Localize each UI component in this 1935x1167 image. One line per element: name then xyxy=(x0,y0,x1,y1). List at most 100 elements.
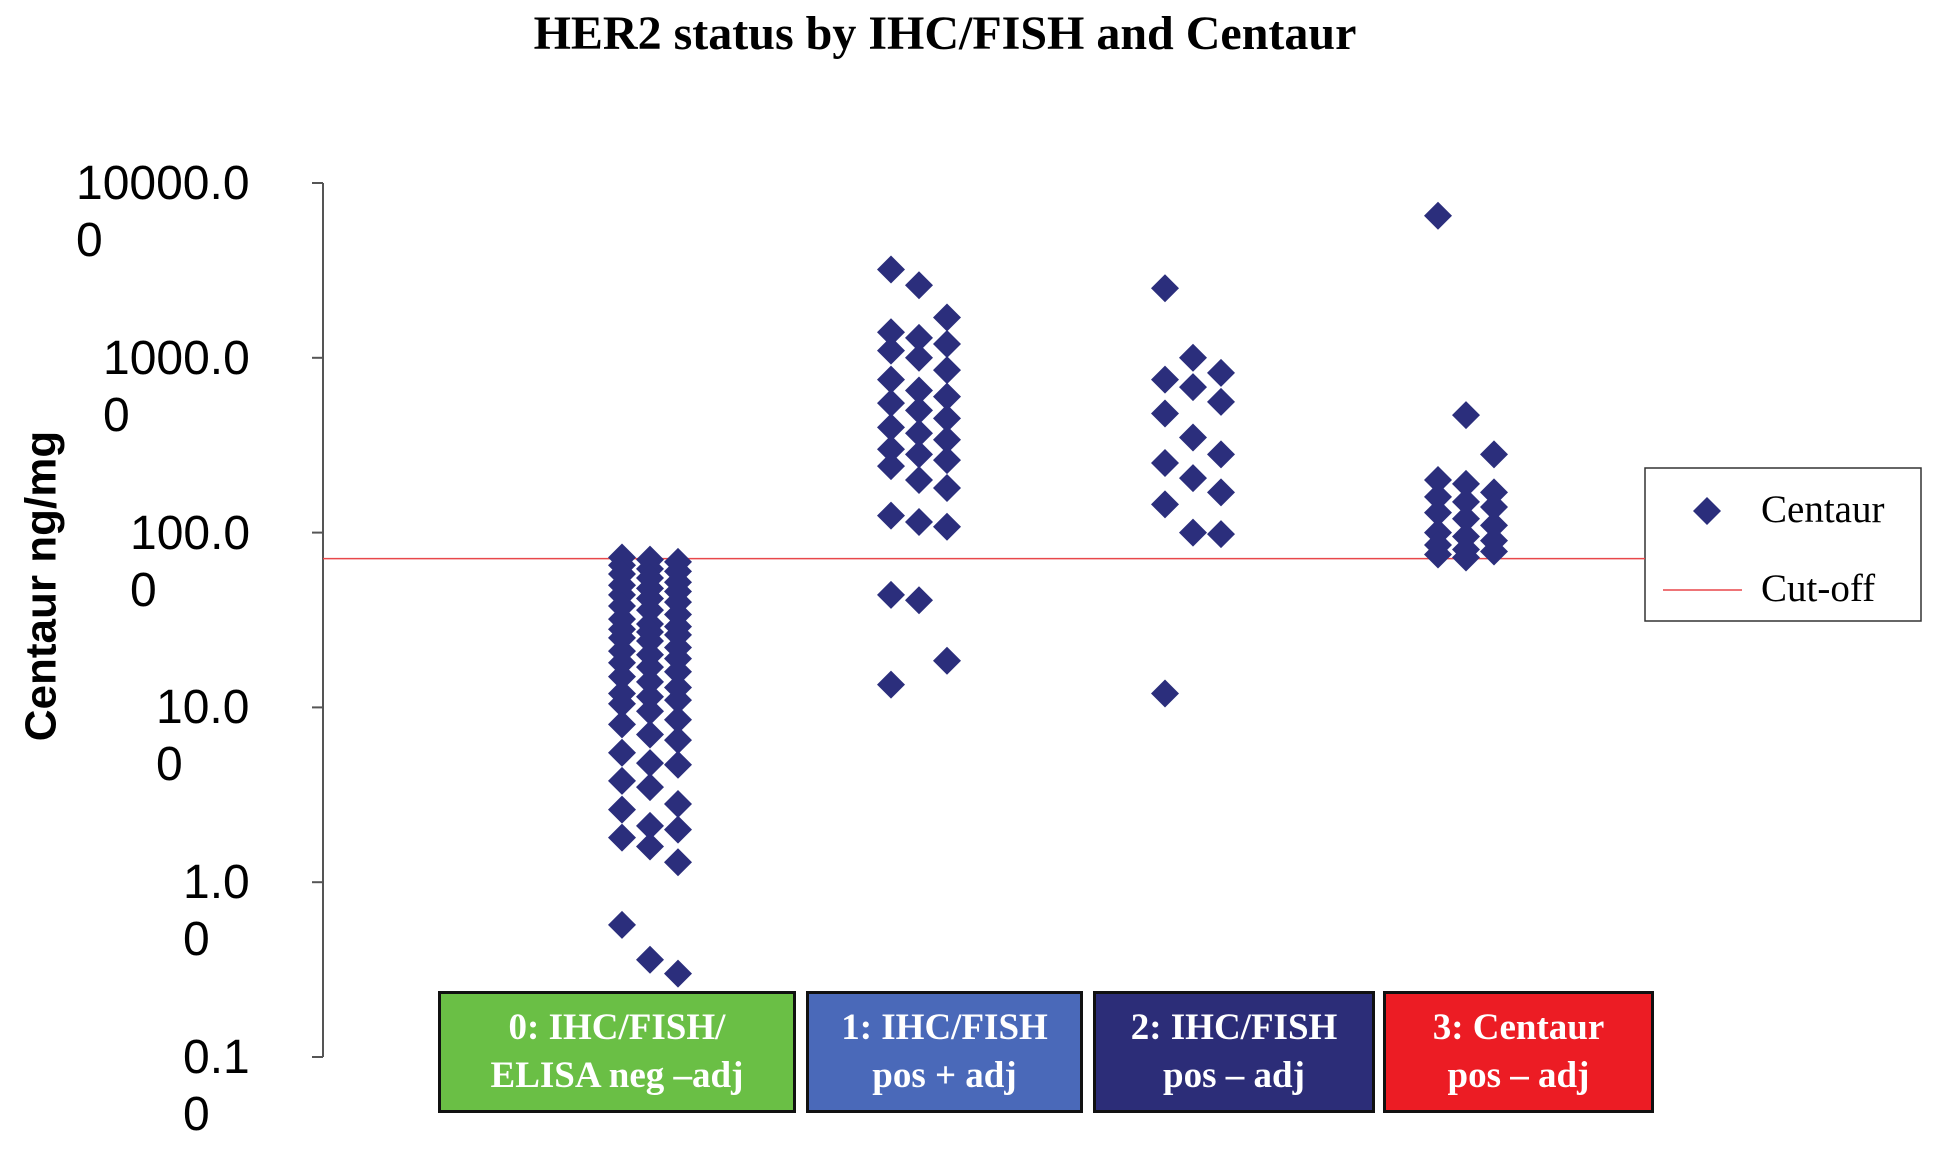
data-point xyxy=(1207,440,1235,469)
legend-box xyxy=(1644,467,1922,622)
data-point xyxy=(608,910,636,939)
data-point xyxy=(636,653,664,682)
data-point xyxy=(933,356,961,385)
data-point xyxy=(933,425,961,454)
data-point xyxy=(636,667,664,696)
category-label: 2: IHC/FISH pos – adj xyxy=(1093,991,1375,1113)
data-point xyxy=(905,440,933,469)
data-point xyxy=(608,662,636,691)
data-point xyxy=(1452,469,1480,498)
data-point xyxy=(877,452,905,481)
data-point xyxy=(1452,487,1480,516)
y-tick-label: 10.00 xyxy=(156,681,250,792)
data-point xyxy=(905,323,933,352)
data-point xyxy=(933,512,961,541)
data-point xyxy=(608,823,636,852)
data-point xyxy=(1179,423,1207,452)
data-point xyxy=(905,343,933,372)
data-point xyxy=(1207,387,1235,416)
data-point xyxy=(933,646,961,675)
data-point xyxy=(636,832,664,861)
legend-label: Centaur xyxy=(1761,488,1884,531)
data-point xyxy=(1424,201,1452,230)
data-point xyxy=(1480,478,1508,507)
data-point xyxy=(877,413,905,442)
data-point xyxy=(933,446,961,475)
data-point xyxy=(877,365,905,394)
data-point xyxy=(877,670,905,699)
legend-label: Cut-off xyxy=(1761,567,1875,610)
data-point xyxy=(664,686,692,715)
data-point xyxy=(1480,537,1508,566)
data-point xyxy=(664,726,692,755)
category-label: 1: IHC/FISH pos + adj xyxy=(806,991,1083,1113)
data-point xyxy=(1179,518,1207,547)
data-point xyxy=(664,790,692,819)
data-point xyxy=(636,682,664,711)
data-point xyxy=(1480,511,1508,540)
data-point xyxy=(905,419,933,448)
data-point xyxy=(1480,493,1508,522)
data-point xyxy=(933,382,961,411)
data-point xyxy=(1151,490,1179,519)
y-tick-label: 10000.00 xyxy=(76,157,250,267)
data-point xyxy=(905,271,933,300)
chart-title: HER2 status by IHC/FISH and Centaur xyxy=(534,7,1357,60)
data-point xyxy=(1151,274,1179,303)
data-point xyxy=(664,848,692,877)
y-tick-label: 100.00 xyxy=(130,506,251,617)
data-point xyxy=(636,697,664,726)
data-point xyxy=(877,336,905,365)
data-point xyxy=(1424,498,1452,527)
data-point xyxy=(933,303,961,332)
data-point xyxy=(877,435,905,464)
data-point xyxy=(1179,373,1207,402)
data-point xyxy=(1424,465,1452,494)
y-tick-label: 1000.00 xyxy=(103,331,250,442)
data-point xyxy=(636,749,664,778)
y-tick-label: 1.00 xyxy=(183,856,250,967)
legend-marker xyxy=(1693,497,1721,525)
data-point xyxy=(877,318,905,347)
data-point xyxy=(905,507,933,536)
data-point xyxy=(1151,365,1179,394)
data-point xyxy=(905,376,933,405)
category-label: 0: IHC/FISH/ ELISA neg –adj xyxy=(438,991,796,1113)
data-point xyxy=(1424,482,1452,511)
data-point xyxy=(877,255,905,284)
data-point xyxy=(933,329,961,358)
data-point xyxy=(1151,679,1179,708)
data-point xyxy=(608,689,636,718)
data-point xyxy=(1151,449,1179,478)
data-point xyxy=(933,404,961,433)
data-point xyxy=(877,389,905,418)
data-point xyxy=(1179,343,1207,372)
data-point xyxy=(636,773,664,802)
data-point xyxy=(1424,540,1452,569)
data-point xyxy=(608,738,636,767)
data-point xyxy=(608,710,636,739)
data-point xyxy=(905,396,933,425)
data-point xyxy=(1452,401,1480,430)
data-point xyxy=(664,657,692,686)
data-point xyxy=(1207,478,1235,507)
data-point xyxy=(1452,543,1480,572)
data-point xyxy=(608,795,636,824)
data-point xyxy=(636,945,664,974)
data-point xyxy=(1207,358,1235,387)
y-tick-label: 0.10 xyxy=(183,1031,250,1141)
data-point xyxy=(905,586,933,615)
data-point xyxy=(664,815,692,844)
data-point xyxy=(1452,504,1480,533)
data-point xyxy=(664,705,692,734)
data-point xyxy=(1151,399,1179,428)
data-point xyxy=(1207,520,1235,549)
data-point xyxy=(933,473,961,502)
data-point xyxy=(877,501,905,530)
data-point xyxy=(664,959,692,988)
category-label: 3: Centaur pos – adj xyxy=(1383,991,1654,1113)
data-point xyxy=(636,811,664,840)
data-point xyxy=(664,750,692,779)
